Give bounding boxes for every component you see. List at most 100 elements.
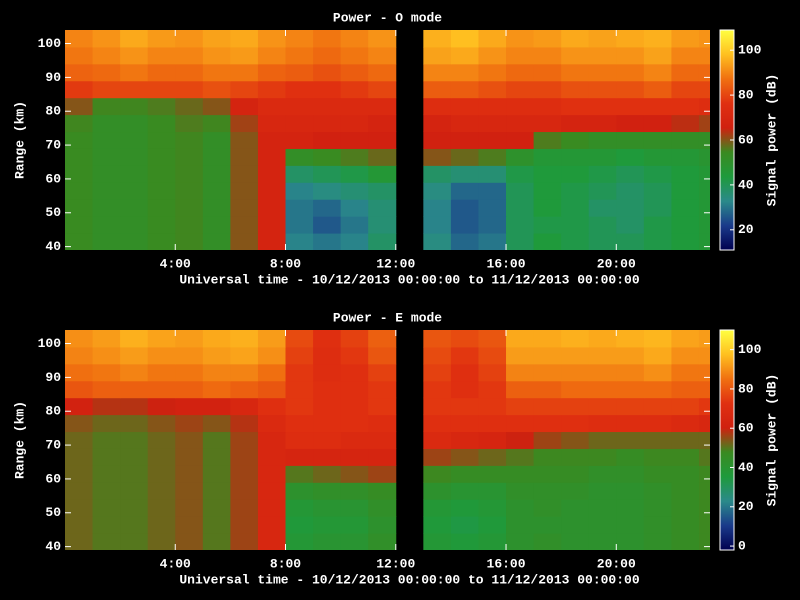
heatmap-cell: [313, 431, 342, 449]
heatmap-cell: [588, 233, 617, 250]
heatmap-cell: [147, 131, 176, 149]
heatmap-cell: [533, 533, 562, 550]
heatmap-cell: [643, 330, 672, 348]
heatmap-cell: [368, 30, 397, 48]
y-tick-label: 40: [45, 539, 61, 554]
heatmap-cell: [616, 30, 645, 48]
heatmap-cell: [65, 97, 94, 116]
heatmap-cell: [478, 182, 507, 200]
heatmap-cell: [202, 182, 231, 200]
heatmap-cell: [450, 516, 479, 534]
colorbar-label: Signal power (dB): [764, 74, 779, 207]
heatmap-cell: [671, 182, 700, 200]
heatmap-cell: [671, 499, 700, 517]
heatmap-cell: [478, 216, 507, 234]
heatmap-cell: [698, 165, 710, 183]
heatmap-cell: [506, 63, 535, 82]
x-tick-label: 16:00: [487, 556, 526, 571]
heatmap-cell: [368, 516, 397, 534]
heatmap-cell: [368, 346, 397, 365]
heatmap-cell: [533, 431, 562, 449]
heatmap-cell: [230, 380, 259, 399]
heatmap-cell: [616, 397, 645, 416]
heatmap-cell: [340, 233, 369, 250]
heatmap-cell: [65, 465, 94, 483]
heatmap-cell: [147, 182, 176, 200]
heatmap-cell: [230, 148, 259, 166]
heatmap-cell: [533, 131, 562, 149]
heatmap-cell: [478, 46, 507, 65]
heatmap-cell: [616, 516, 645, 534]
heatmap-cell: [175, 363, 204, 382]
heatmap-cell: [120, 346, 149, 365]
x-tick-label: 20:00: [597, 556, 636, 571]
heatmap-cell: [561, 165, 590, 183]
heatmap-cell: [340, 346, 369, 365]
heatmap-cell: [175, 182, 204, 200]
heatmap-cell: [285, 30, 314, 48]
heatmap-cell: [423, 165, 452, 183]
heatmap-cell: [202, 114, 231, 133]
heatmap-cell: [340, 216, 369, 234]
heatmap-cell: [230, 30, 259, 48]
heatmap-cell: [368, 499, 397, 517]
heatmap-cell: [92, 233, 121, 250]
heatmap-cell: [340, 131, 369, 149]
heatmap-cell: [506, 97, 535, 116]
heatmap-cell: [368, 363, 397, 382]
heatmap-cell: [147, 330, 176, 348]
heatmap-cell: [285, 330, 314, 348]
x-tick-label: 8:00: [270, 556, 301, 571]
heatmap-cell: [65, 46, 94, 65]
heatmap-cell: [450, 448, 479, 466]
heatmap-cell: [285, 397, 314, 416]
heatmap-cell: [120, 499, 149, 517]
heatmap-cell: [230, 63, 259, 82]
heatmap-cell: [423, 30, 452, 48]
heatmap-cell: [506, 482, 535, 500]
heatmap-cell: [257, 97, 287, 116]
heatmap-cell: [698, 397, 710, 416]
heatmap-cell: [92, 199, 121, 217]
heatmap-cell: [561, 499, 590, 517]
heatmap-cell: [506, 148, 535, 166]
heatmap-cell: [257, 216, 287, 234]
heatmap-cell: [450, 30, 479, 48]
heatmap-cell: [65, 431, 94, 449]
heatmap-cell: [285, 216, 314, 234]
heatmap-cell: [202, 397, 231, 416]
heatmap-cell: [313, 516, 342, 534]
heatmap-cell: [561, 80, 590, 99]
heatmap-cell: [616, 148, 645, 166]
heatmap-cell: [202, 465, 231, 483]
heatmap-cell: [313, 46, 342, 65]
heatmap-cell: [533, 46, 562, 65]
heatmap-cell: [92, 346, 121, 365]
heatmap-cell: [340, 414, 369, 433]
heatmap-cell: [202, 165, 231, 183]
colorbar-tick-label: 80: [738, 381, 754, 396]
heatmap-cell: [533, 499, 562, 517]
heatmap-cell: [616, 114, 645, 133]
heatmap-cell: [257, 80, 287, 99]
heatmap-cell: [202, 63, 231, 82]
heatmap-cell: [423, 380, 452, 399]
heatmap-cell: [506, 465, 535, 483]
heatmap-cell: [202, 30, 231, 48]
heatmap-cell: [120, 465, 149, 483]
heatmap-cell: [588, 516, 617, 534]
heatmap-cell: [257, 199, 287, 217]
heatmap-cell: [506, 499, 535, 517]
heatmap-cell: [92, 165, 121, 183]
heatmap-cell: [671, 363, 700, 382]
heatmap-cell: [92, 482, 121, 500]
heatmap-cell: [147, 380, 176, 399]
heatmap-cell: [147, 233, 176, 250]
heatmap-cell: [616, 499, 645, 517]
heatmap-cell: [561, 414, 590, 433]
heatmap-cell: [230, 216, 259, 234]
colorbar: [719, 329, 735, 551]
heatmap-cell: [450, 131, 479, 149]
heatmap-cell: [478, 165, 507, 183]
heatmap-cell: [285, 346, 314, 365]
